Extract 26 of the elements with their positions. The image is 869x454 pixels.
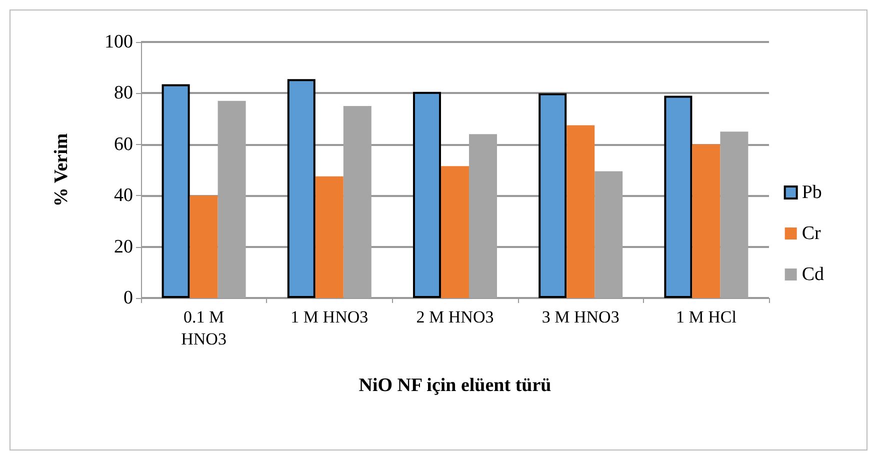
x-axis-title: NiO NF için elüent türü: [358, 375, 552, 396]
bar: [441, 166, 469, 298]
x-tick-label: 1 M HNO3: [290, 308, 368, 326]
y-tick-label: 0: [124, 288, 133, 308]
bar: [413, 92, 441, 298]
y-tick-label: 40: [114, 185, 133, 206]
x-tick-label: 1 M HCl: [676, 308, 737, 326]
y-tick-label: 60: [114, 134, 133, 155]
bar: [162, 84, 190, 298]
legend-label: Pb: [802, 182, 822, 203]
x-tick-label: 0.1 M HNO3: [181, 308, 226, 348]
bar: [692, 144, 720, 298]
y-axis-title: % Verim: [51, 133, 72, 207]
y-tick-label: 20: [114, 236, 133, 258]
bar: [287, 79, 316, 298]
y-tick-label: 100: [104, 32, 133, 52]
bar: [566, 125, 595, 298]
bar: [315, 176, 344, 298]
bar: [190, 196, 218, 298]
bar: [664, 96, 692, 298]
x-tick-label: 3 M HNO3: [542, 308, 620, 326]
x-tick-label: 2 M HNO3: [416, 308, 494, 326]
bar: [538, 93, 567, 298]
y-tick-label: 80: [114, 82, 133, 104]
legend-label: Cd: [802, 264, 824, 285]
legend-label: Cr: [802, 223, 822, 244]
